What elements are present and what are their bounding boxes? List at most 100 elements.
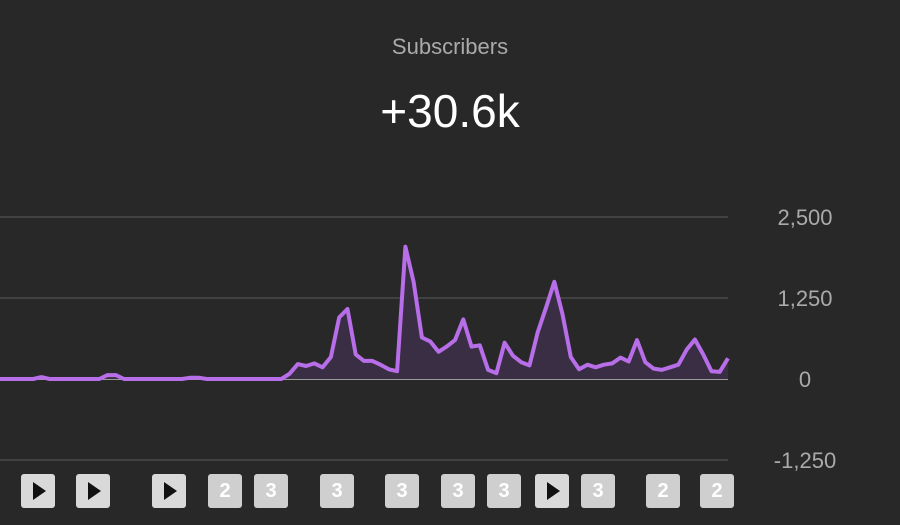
series-line bbox=[0, 244, 730, 381]
data-point bbox=[527, 362, 533, 368]
data-point bbox=[328, 354, 334, 360]
data-point bbox=[14, 376, 20, 382]
data-point bbox=[543, 305, 549, 311]
data-point bbox=[568, 354, 574, 360]
data-point bbox=[369, 358, 375, 364]
play-icon bbox=[88, 482, 101, 500]
data-point bbox=[692, 337, 698, 343]
data-point bbox=[444, 344, 450, 350]
data-point bbox=[47, 376, 53, 382]
data-point bbox=[303, 363, 309, 369]
marker-count-label: 2 bbox=[657, 479, 669, 502]
data-point bbox=[717, 369, 723, 375]
data-point bbox=[626, 359, 632, 365]
data-point bbox=[63, 376, 69, 382]
data-point bbox=[609, 360, 615, 366]
play-icon bbox=[33, 482, 46, 500]
video-count-marker[interactable]: 3 bbox=[254, 474, 288, 508]
data-point bbox=[196, 375, 202, 381]
data-point bbox=[88, 376, 94, 382]
data-point bbox=[237, 376, 243, 382]
data-point bbox=[129, 376, 135, 382]
data-point bbox=[725, 355, 731, 361]
data-point bbox=[378, 362, 384, 368]
data-point bbox=[502, 340, 508, 346]
data-point bbox=[22, 376, 28, 382]
marker-count-label: 3 bbox=[331, 479, 343, 502]
video-count-marker[interactable]: 3 bbox=[581, 474, 615, 508]
video-count-marker[interactable]: 2 bbox=[208, 474, 242, 508]
data-point bbox=[345, 306, 351, 312]
video-marker[interactable] bbox=[76, 474, 110, 508]
data-point bbox=[171, 376, 177, 382]
y-tick-label: 1,250 bbox=[777, 286, 832, 311]
video-count-marker[interactable]: 2 bbox=[700, 474, 734, 508]
data-point bbox=[452, 337, 458, 343]
data-point bbox=[618, 355, 624, 361]
data-point bbox=[163, 376, 169, 382]
data-point bbox=[113, 372, 119, 378]
data-point bbox=[138, 376, 144, 382]
metric-label: Subscribers bbox=[391, 34, 509, 59]
video-marker[interactable] bbox=[535, 474, 569, 508]
data-point bbox=[72, 376, 78, 382]
video-markers: 2 3 3 3 3 3 3 2 2 bbox=[0, 474, 900, 512]
play-icon bbox=[164, 482, 177, 500]
marker-count-label: 3 bbox=[452, 479, 464, 502]
data-point bbox=[55, 376, 61, 382]
data-point bbox=[601, 362, 607, 368]
marker-count-label: 3 bbox=[265, 479, 277, 502]
video-count-marker[interactable]: 3 bbox=[320, 474, 354, 508]
data-point bbox=[551, 279, 557, 285]
data-point bbox=[634, 337, 640, 343]
y-tick-label: -1,250 bbox=[774, 448, 836, 473]
video-marker[interactable] bbox=[21, 474, 55, 508]
data-point bbox=[427, 338, 433, 344]
video-count-marker[interactable]: 3 bbox=[487, 474, 521, 508]
data-point bbox=[535, 329, 541, 335]
data-point bbox=[684, 347, 690, 353]
data-point bbox=[336, 314, 342, 320]
data-point bbox=[386, 366, 392, 372]
metric-value: +30.6k bbox=[380, 85, 520, 137]
marker-count-label: 3 bbox=[396, 479, 408, 502]
data-point bbox=[700, 351, 706, 357]
data-point bbox=[361, 358, 367, 364]
data-point bbox=[659, 367, 665, 373]
data-point bbox=[295, 361, 301, 367]
data-point bbox=[642, 359, 648, 365]
data-point bbox=[245, 376, 251, 382]
data-point bbox=[80, 376, 86, 382]
data-point bbox=[204, 376, 210, 382]
data-point bbox=[353, 351, 359, 357]
marker-count-label: 2 bbox=[219, 479, 231, 502]
data-point bbox=[485, 367, 491, 373]
data-point bbox=[394, 368, 400, 374]
data-point bbox=[311, 360, 317, 366]
data-point bbox=[146, 376, 152, 382]
video-marker[interactable] bbox=[152, 474, 186, 508]
data-point bbox=[270, 376, 276, 382]
data-point bbox=[96, 376, 102, 382]
data-point bbox=[320, 364, 326, 370]
video-count-marker[interactable]: 3 bbox=[385, 474, 419, 508]
data-point bbox=[593, 364, 599, 370]
data-point bbox=[0, 376, 3, 382]
data-point bbox=[179, 376, 185, 382]
y-tick-label: 0 bbox=[799, 367, 811, 392]
video-count-marker[interactable]: 2 bbox=[646, 474, 680, 508]
data-point bbox=[287, 371, 293, 377]
marker-count-label: 3 bbox=[592, 479, 604, 502]
grid-lines bbox=[0, 216, 728, 461]
data-point bbox=[469, 344, 475, 350]
data-point bbox=[419, 335, 425, 341]
series-area bbox=[0, 246, 728, 379]
data-point bbox=[584, 362, 590, 368]
data-point bbox=[212, 376, 218, 382]
data-point bbox=[121, 376, 127, 382]
video-count-marker[interactable]: 3 bbox=[441, 474, 475, 508]
data-point bbox=[477, 342, 483, 348]
data-point bbox=[651, 366, 657, 372]
